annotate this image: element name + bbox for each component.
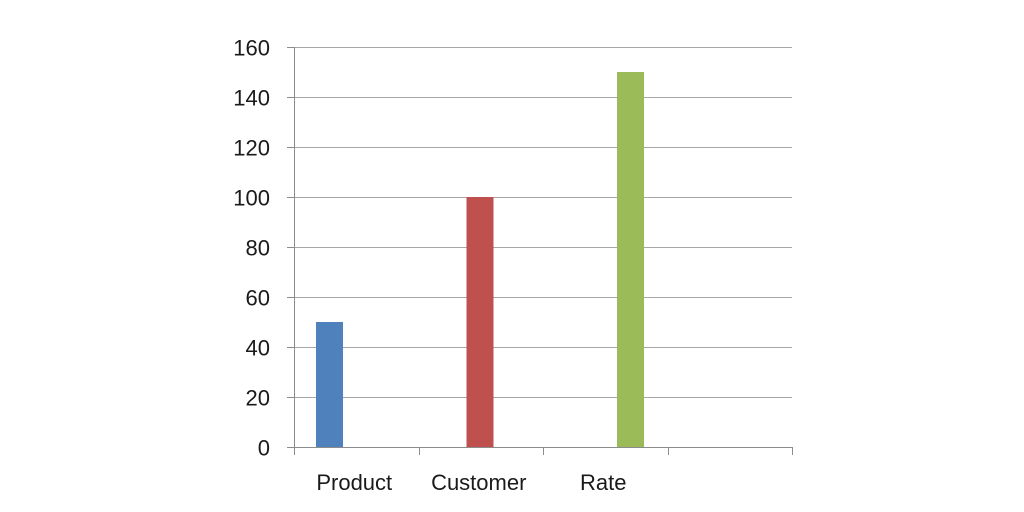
gridlines: [294, 47, 792, 398]
x-axis: Product Customer Rate: [294, 447, 793, 495]
x-tick-label: Rate: [580, 470, 626, 495]
y-tick-label: 120: [233, 136, 270, 161]
y-tick-label: 20: [246, 386, 270, 411]
y-tick-label: 140: [233, 86, 270, 111]
bar-product: [316, 322, 343, 447]
y-tick-label: 60: [246, 286, 270, 311]
x-tick-label: Product: [316, 470, 392, 495]
y-axis: 0 20 40 60 80 100 120 140 160: [233, 36, 295, 461]
y-tick-label: 80: [246, 236, 270, 261]
y-tick-label: 0: [258, 436, 270, 461]
y-tick-label: 160: [233, 36, 270, 61]
bars: [316, 72, 644, 447]
y-tick-label: 40: [246, 336, 270, 361]
bar-rate: [617, 72, 644, 447]
y-tick-label: 100: [233, 186, 270, 211]
x-tick-label: Customer: [431, 470, 526, 495]
bar-customer: [466, 197, 494, 447]
